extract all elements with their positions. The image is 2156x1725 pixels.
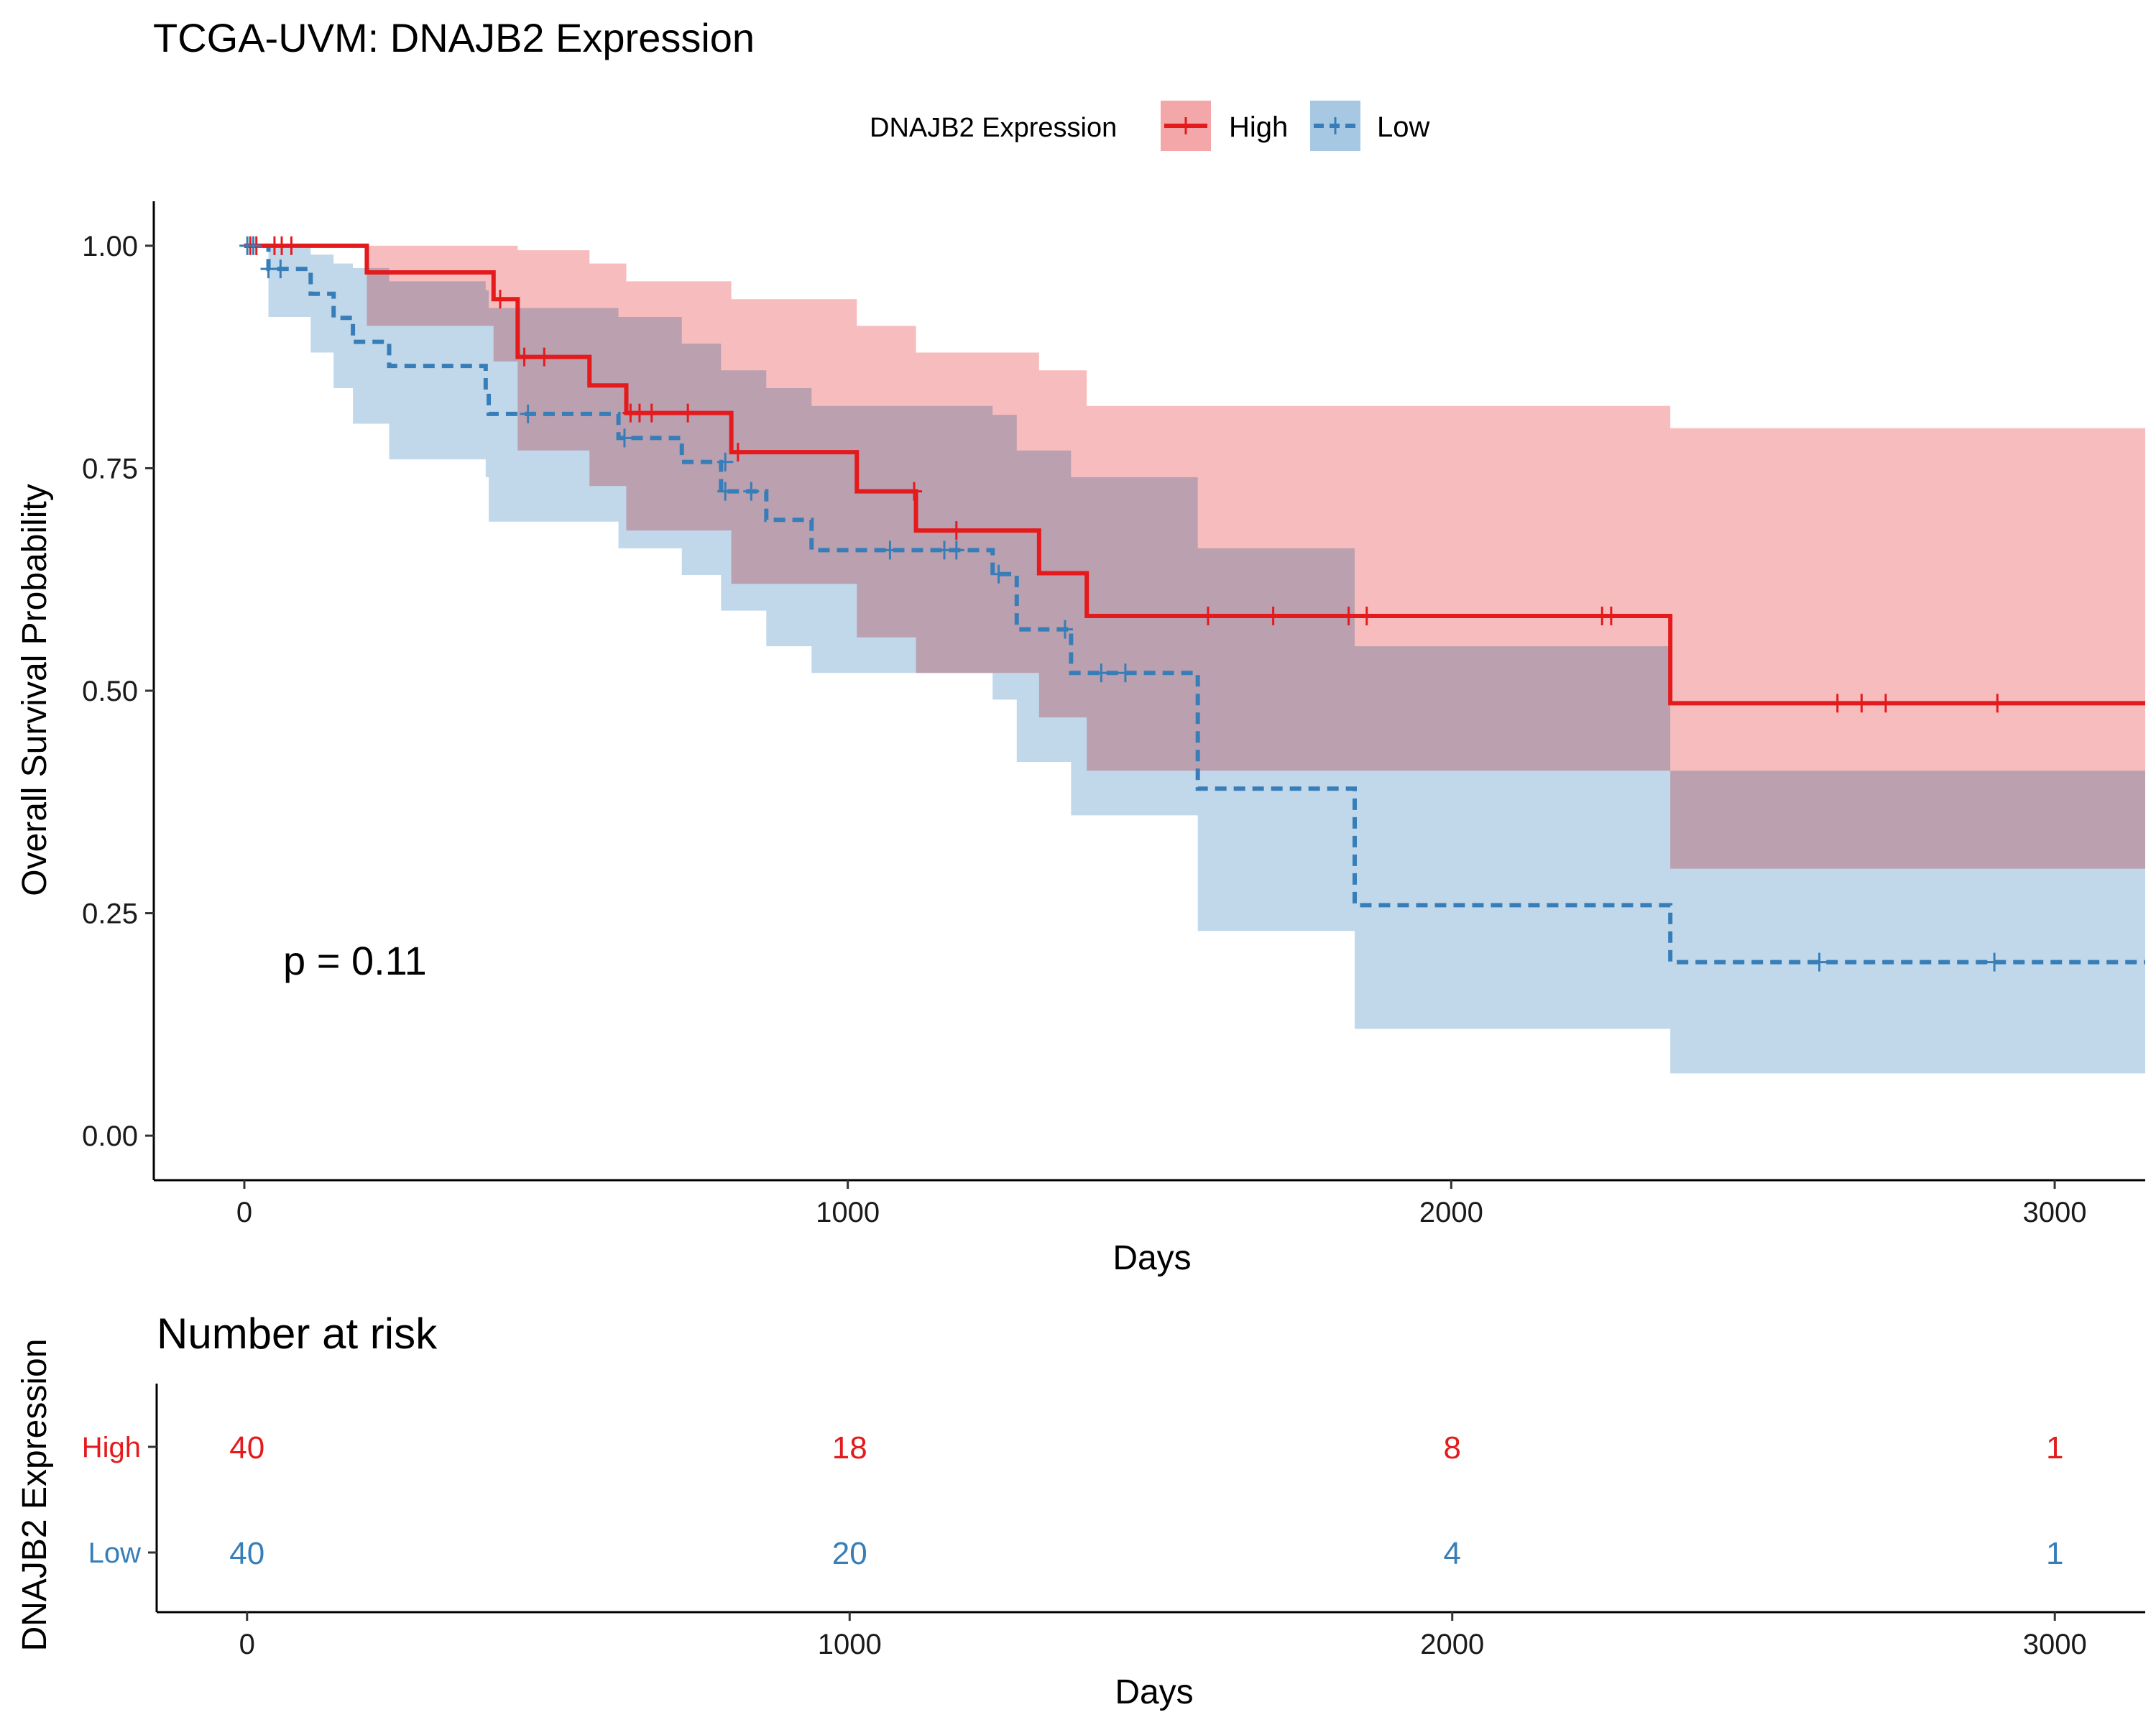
legend-label-high: High bbox=[1229, 111, 1288, 143]
censor-mark-high bbox=[1877, 694, 1894, 713]
censor-mark-high bbox=[1853, 694, 1870, 713]
censor-mark-high bbox=[680, 403, 696, 423]
risk-count: 4 bbox=[1444, 1536, 1461, 1571]
censor-mark-high bbox=[1829, 694, 1846, 713]
legend: DNAJB2 Expression High Low bbox=[870, 101, 1429, 151]
censor-mark-high bbox=[906, 482, 923, 501]
y-tick-label: 0.50 bbox=[82, 676, 138, 707]
censor-mark-low bbox=[882, 540, 898, 560]
censor-mark-high bbox=[536, 347, 553, 367]
censor-mark-high bbox=[1603, 606, 1619, 625]
censor-mark-high bbox=[492, 290, 508, 309]
risk-count: 40 bbox=[229, 1536, 264, 1571]
x-tick-label: 3000 bbox=[2023, 1197, 2087, 1228]
risk-x-tick-label: 3000 bbox=[2023, 1629, 2087, 1660]
plot-area: 0.00 0.25 0.50 0.75 1.00 0 1000 2000 3000 bbox=[82, 201, 2145, 1228]
censor-mark-low bbox=[1056, 620, 1073, 639]
censor-mark-high bbox=[1265, 606, 1281, 625]
y-tick-label: 0.00 bbox=[82, 1121, 138, 1152]
risk-count: 20 bbox=[832, 1536, 867, 1571]
survival-line-low bbox=[244, 243, 2145, 965]
censor-mark-low bbox=[743, 482, 760, 501]
censor-mark-low bbox=[990, 564, 1007, 584]
risk-count: 40 bbox=[229, 1430, 264, 1466]
survival-line-high bbox=[244, 243, 2145, 706]
chart-title: TCGA-UVM: DNAJB2 Expression bbox=[153, 15, 755, 60]
risk-table-y-title: DNAJB2 Expression bbox=[16, 1339, 54, 1652]
risk-table: High 40 18 8 1 Low 40 20 4 1 0 1000 2000 3000 bbox=[82, 1384, 2145, 1660]
x-tick-label: 0 bbox=[236, 1197, 252, 1228]
legend-label-low: Low bbox=[1377, 111, 1429, 143]
risk-strata-label: Low bbox=[88, 1537, 141, 1569]
risk-count: 1 bbox=[2046, 1536, 2063, 1571]
censor-mark-high bbox=[729, 443, 746, 462]
ci-band-high bbox=[244, 245, 2145, 869]
censor-mark-low bbox=[717, 482, 734, 501]
censor-mark-low bbox=[1093, 663, 1110, 683]
censor-mark-high bbox=[1989, 694, 2006, 713]
censor-mark-low bbox=[520, 404, 536, 423]
risk-count: 1 bbox=[2046, 1430, 2063, 1466]
censor-mark-low bbox=[616, 428, 632, 448]
censor-mark-low bbox=[1811, 952, 1828, 972]
risk-x-tick-label: 1000 bbox=[818, 1629, 882, 1660]
censor-mark-low bbox=[717, 452, 734, 472]
censor-mark-low bbox=[1117, 663, 1133, 683]
censor-mark-low bbox=[1986, 952, 2003, 972]
x-axis-title: Days bbox=[1112, 1239, 1191, 1277]
p-value-label: p = 0.11 bbox=[283, 938, 427, 983]
censor-mark-high bbox=[1340, 606, 1357, 625]
censor-mark-high bbox=[1358, 606, 1375, 625]
x-tick-label: 2000 bbox=[1419, 1197, 1483, 1228]
legend-title: DNAJB2 Expression bbox=[870, 113, 1117, 143]
risk-count: 8 bbox=[1444, 1430, 1461, 1466]
risk-strata-label: High bbox=[82, 1432, 141, 1463]
y-axis-title: Overall Survival Probability bbox=[16, 484, 54, 896]
censor-mark-high bbox=[643, 403, 660, 423]
risk-table-x-title: Days bbox=[1115, 1673, 1193, 1711]
censor-mark-low bbox=[272, 259, 289, 279]
censor-mark-low bbox=[948, 540, 964, 560]
censor-mark-high bbox=[283, 236, 300, 255]
y-tick-label: 0.75 bbox=[82, 453, 138, 484]
risk-x-tick-label: 0 bbox=[239, 1629, 255, 1660]
x-tick-label: 1000 bbox=[816, 1197, 880, 1228]
censor-mark-high bbox=[948, 521, 964, 540]
risk-x-tick-label: 2000 bbox=[1420, 1629, 1484, 1660]
y-tick-label: 0.25 bbox=[82, 898, 138, 930]
censor-mark-low bbox=[245, 236, 262, 255]
censor-mark-high bbox=[516, 347, 533, 367]
censor-mark-high bbox=[1199, 606, 1216, 625]
risk-table-title: Number at risk bbox=[157, 1310, 438, 1358]
y-tick-label: 1.00 bbox=[82, 231, 138, 262]
risk-count: 18 bbox=[832, 1430, 867, 1466]
